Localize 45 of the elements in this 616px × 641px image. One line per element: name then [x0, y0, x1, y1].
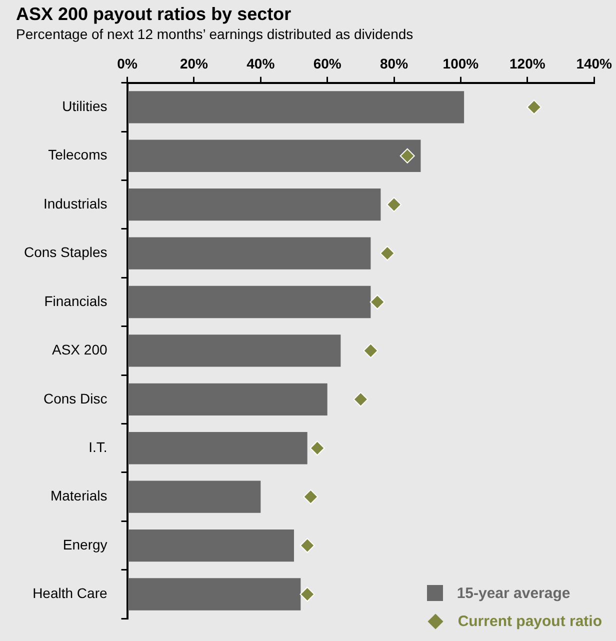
bar [128, 286, 371, 318]
bar [128, 237, 371, 270]
point [353, 392, 368, 407]
bar [128, 383, 328, 416]
point [300, 538, 315, 554]
y-tick-label: Materials [50, 488, 108, 504]
bar [128, 334, 341, 367]
y-tick-label: Health Care [32, 585, 108, 602]
bar [128, 188, 381, 221]
x-tick-label: 60% [313, 55, 342, 72]
bar [128, 480, 261, 513]
bar [128, 91, 464, 124]
y-tick-label: I.T. [88, 438, 108, 455]
bar [128, 140, 421, 172]
y-tick-label: Industrials [43, 195, 108, 212]
point [310, 440, 325, 456]
y-tick-label: Energy [62, 536, 108, 552]
y-tick-label: ASX 200 [52, 342, 108, 358]
bar [128, 578, 301, 610]
point [380, 246, 395, 261]
x-tick-label: 0% [117, 55, 138, 72]
bar [128, 432, 308, 464]
point [303, 489, 318, 504]
point [526, 100, 542, 115]
chart-title: ASX 200 payout ratios by sector [16, 4, 292, 25]
legend-label: 15-year average [456, 584, 570, 602]
x-tick-label: 140% [576, 55, 613, 72]
x-tick-label: 120% [510, 55, 546, 72]
y-tick-label: Cons Staples [24, 244, 108, 260]
x-tick-label: 80% [380, 55, 409, 72]
legend-label: Current payout ratio [458, 612, 602, 630]
point [363, 343, 378, 358]
y-tick-label: Utilities [62, 98, 108, 114]
point [300, 586, 315, 602]
y-tick-label: Financials [44, 292, 108, 309]
chart-subtitle: Percentage of next 12 months’ earnings distributed as dividends [16, 26, 414, 42]
y-tick-label: Cons Disc [43, 390, 108, 406]
point [386, 197, 402, 212]
x-tick-label: 40% [246, 55, 276, 72]
y-tick-label: Telecoms [48, 146, 108, 163]
point [400, 148, 415, 164]
bar [128, 529, 294, 562]
x-tick-label: 20% [180, 55, 209, 72]
point [370, 294, 385, 310]
x-tick-label: 100% [442, 55, 480, 72]
